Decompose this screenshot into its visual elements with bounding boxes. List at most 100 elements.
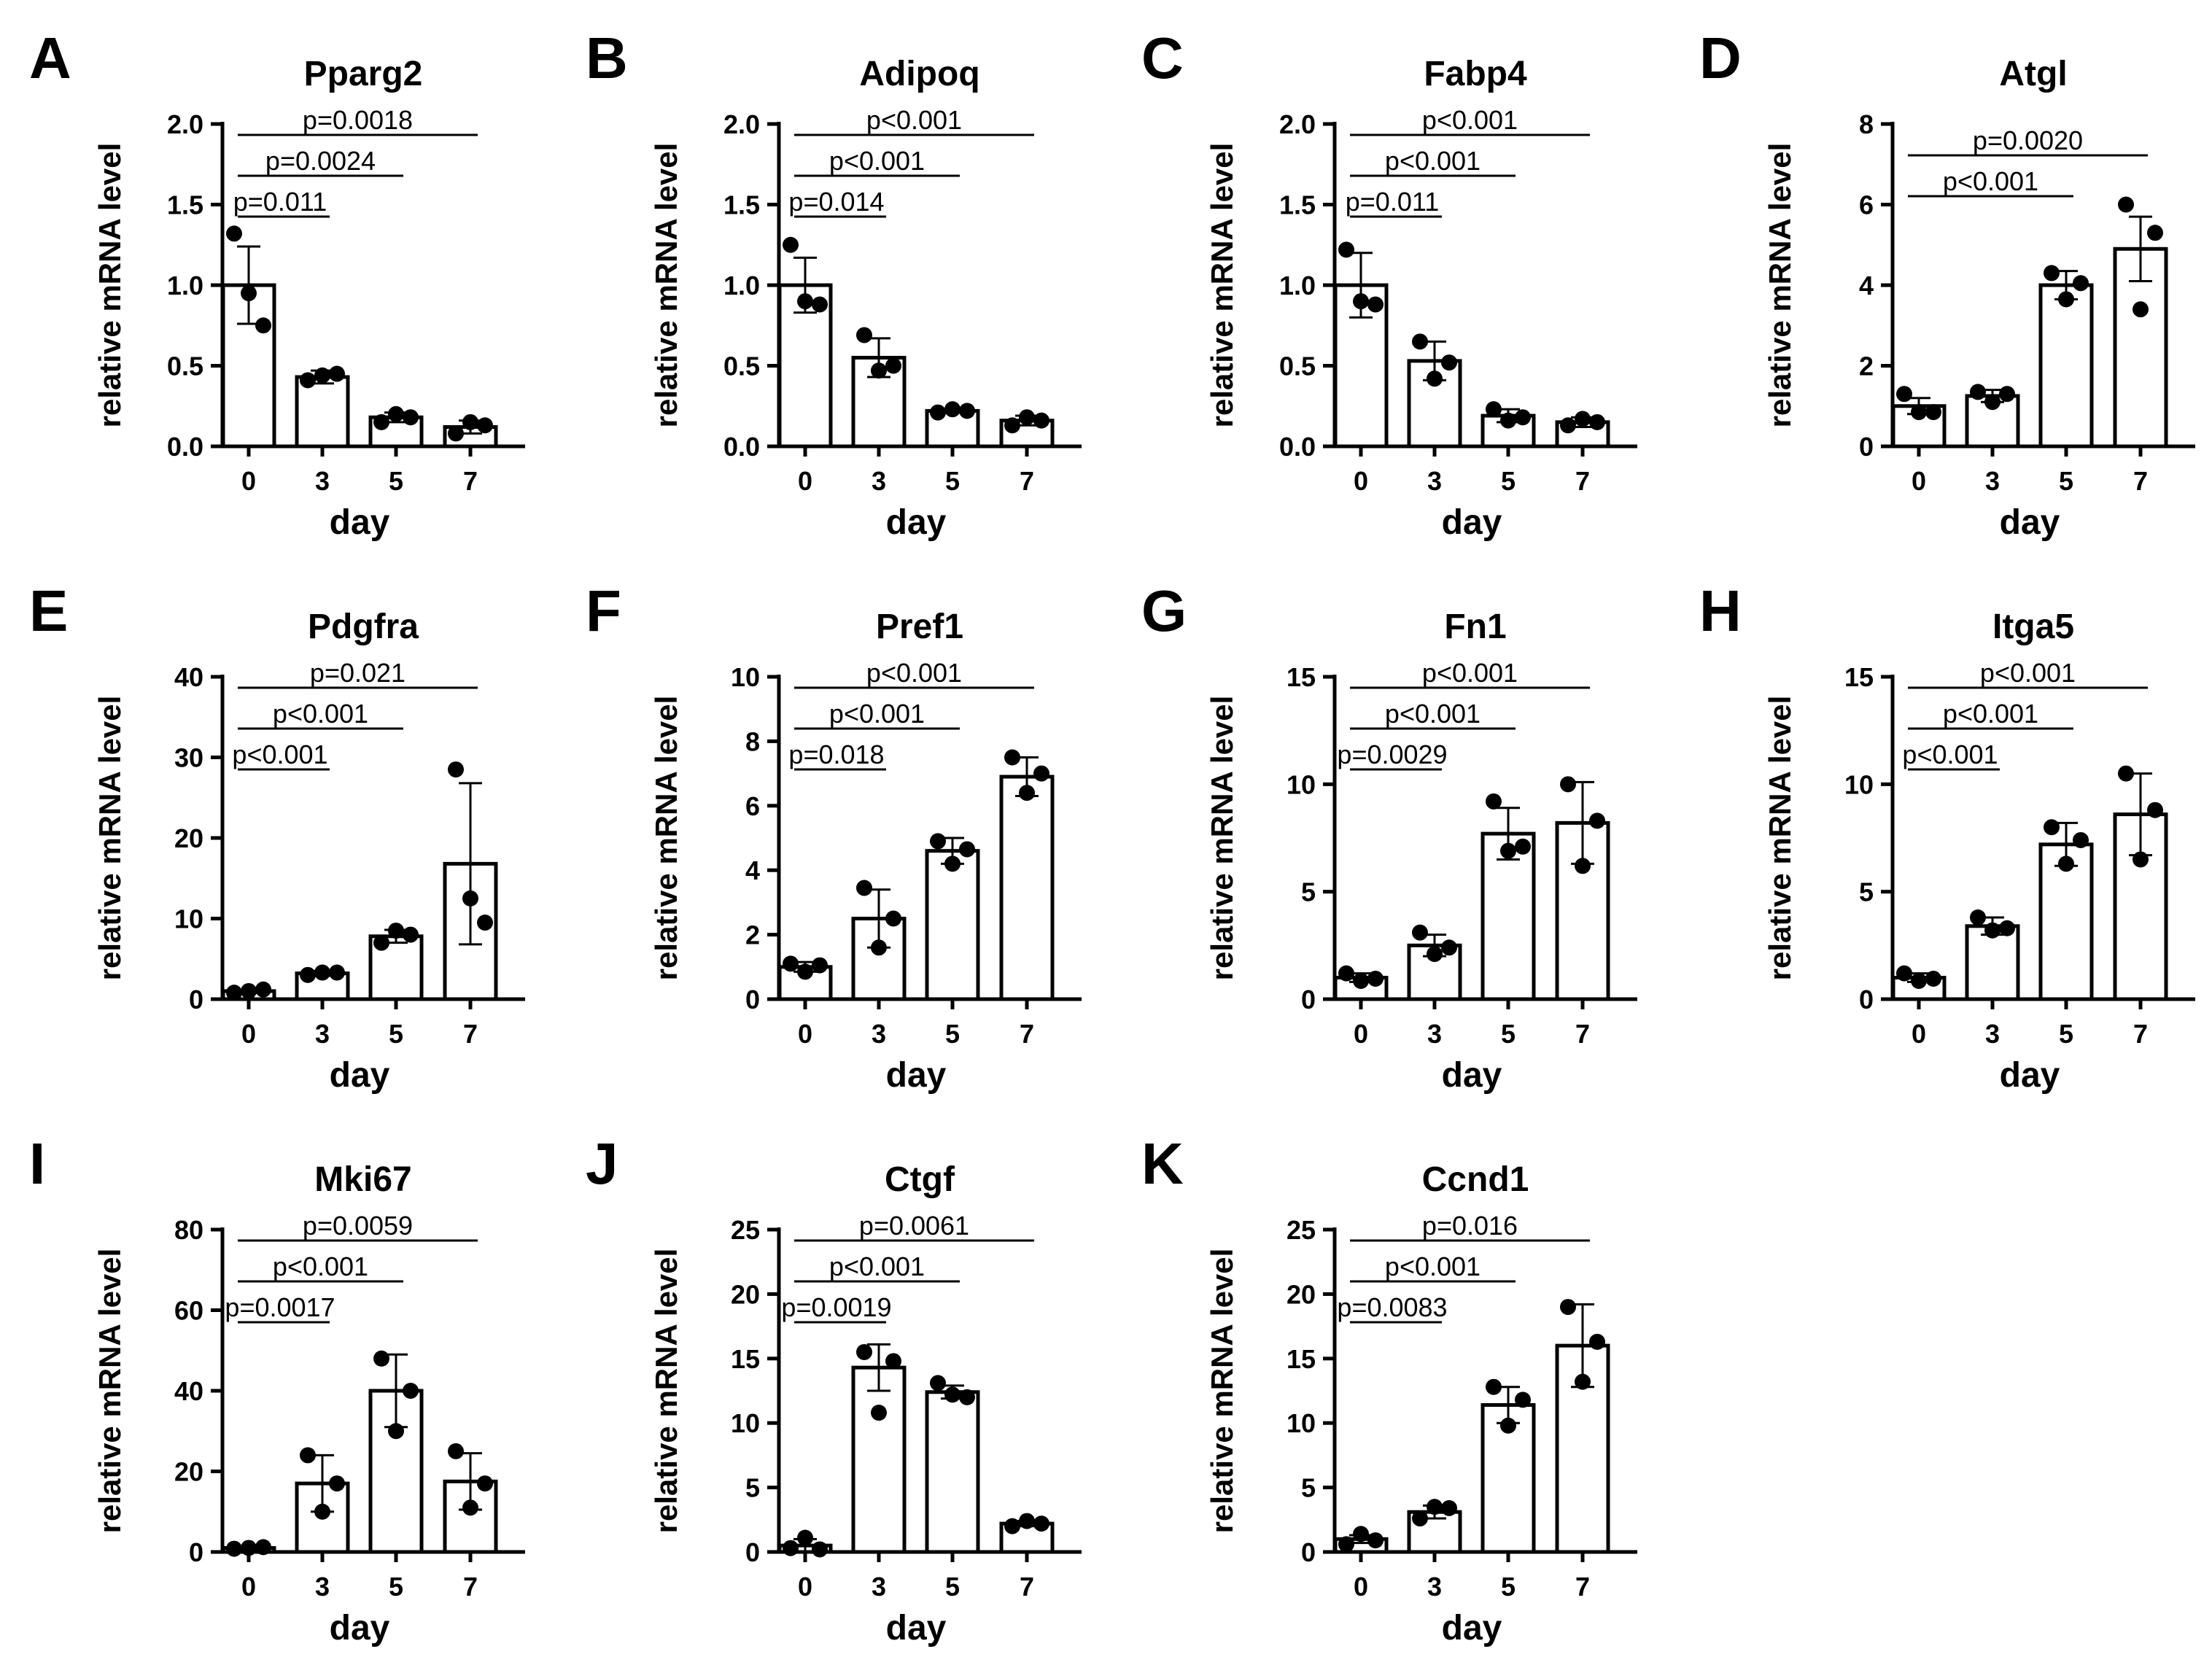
y-tick-label: 0 bbox=[745, 1537, 760, 1567]
data-point bbox=[1911, 404, 1927, 421]
x-tick-label: 0 bbox=[1912, 466, 1926, 496]
x-tick-label: 7 bbox=[1020, 1019, 1034, 1049]
data-point bbox=[930, 1375, 946, 1392]
y-axis-label: relative mRNA level bbox=[1763, 143, 1797, 428]
data-point bbox=[797, 963, 813, 980]
data-point bbox=[885, 910, 901, 927]
y-tick-label: 10 bbox=[731, 1408, 760, 1438]
p-value-label: p<0.001 bbox=[273, 1251, 368, 1281]
bar bbox=[2038, 283, 2094, 449]
x-tick-label: 7 bbox=[2133, 466, 2148, 496]
panel-title: Pdgfra bbox=[308, 608, 419, 646]
data-point bbox=[329, 1475, 345, 1492]
x-tick-label: 0 bbox=[1354, 1572, 1368, 1602]
y-axis-label: relative mRNA level bbox=[93, 143, 127, 428]
data-point bbox=[255, 1539, 271, 1556]
data-point bbox=[944, 855, 961, 872]
p-value-label: p<0.001 bbox=[1980, 658, 2076, 688]
x-tick-label: 3 bbox=[315, 466, 330, 496]
panel-title: Fn1 bbox=[1444, 608, 1506, 646]
data-point bbox=[930, 404, 946, 421]
data-point bbox=[1033, 765, 1049, 782]
x-axis-label: day bbox=[886, 1056, 947, 1095]
y-axis-label: relative mRNA level bbox=[649, 143, 683, 428]
data-point bbox=[462, 890, 478, 907]
data-point bbox=[1896, 965, 1912, 982]
data-point bbox=[314, 964, 330, 981]
x-axis-label: day bbox=[330, 503, 390, 542]
data-point bbox=[1353, 972, 1369, 989]
data-point bbox=[477, 1475, 493, 1492]
y-tick-label: 60 bbox=[174, 1296, 203, 1326]
data-point bbox=[1412, 924, 1428, 941]
data-point bbox=[255, 981, 271, 998]
y-tick-label: 0 bbox=[1859, 985, 1874, 1014]
x-axis-label: day bbox=[1442, 1056, 1502, 1095]
y-tick-label: 10 bbox=[1287, 1408, 1316, 1438]
p-value-label: p=0.0083 bbox=[1337, 1292, 1447, 1322]
bar bbox=[295, 375, 350, 449]
x-tick-label: 0 bbox=[241, 1572, 256, 1602]
data-point bbox=[329, 964, 345, 981]
data-point bbox=[944, 1386, 961, 1403]
data-point bbox=[1412, 1510, 1428, 1527]
y-tick-label: 2.0 bbox=[723, 109, 760, 139]
y-tick-label: 4 bbox=[745, 855, 760, 885]
x-tick-label: 3 bbox=[315, 1572, 330, 1602]
data-point bbox=[448, 425, 464, 442]
data-point bbox=[1589, 1333, 1605, 1350]
y-tick-label: 0 bbox=[189, 985, 203, 1014]
y-tick-label: 0.5 bbox=[167, 352, 203, 381]
y-tick-label: 1.0 bbox=[167, 271, 203, 300]
x-axis-label: day bbox=[2000, 1056, 2060, 1095]
panel-title: Pref1 bbox=[876, 608, 963, 646]
x-tick-label: 7 bbox=[463, 1019, 478, 1049]
data-point bbox=[241, 285, 257, 302]
data-point bbox=[226, 225, 242, 242]
data-point bbox=[2073, 275, 2089, 292]
y-axis-label: relative mRNA level bbox=[649, 1249, 683, 1534]
x-tick-label: 7 bbox=[1020, 466, 1034, 496]
data-point bbox=[1367, 296, 1384, 313]
data-point bbox=[1984, 394, 2000, 411]
p-value-label: p<0.001 bbox=[866, 105, 962, 135]
chart-panel-f: F Pref1 relative mRNA level 0 2 4 6 8 10 0 3 5 7 p=0.… bbox=[586, 578, 1082, 1095]
data-point bbox=[1560, 1299, 1576, 1316]
panel-letter: E bbox=[29, 578, 68, 643]
data-point bbox=[1367, 1532, 1384, 1549]
y-tick-label: 2.0 bbox=[1279, 109, 1316, 139]
panel-letter: F bbox=[586, 578, 621, 643]
data-point bbox=[1441, 354, 1457, 371]
data-point bbox=[1004, 1518, 1020, 1534]
data-point bbox=[930, 833, 946, 850]
data-point bbox=[1441, 1499, 1457, 1516]
x-tick-label: 7 bbox=[463, 1572, 478, 1602]
x-tick-label: 7 bbox=[463, 466, 478, 496]
p-value-label: p=0.016 bbox=[1422, 1211, 1518, 1241]
panel-title: Fabp4 bbox=[1424, 55, 1527, 93]
data-point bbox=[783, 955, 799, 972]
x-axis-label: day bbox=[1442, 503, 1502, 542]
data-point bbox=[1033, 1515, 1049, 1532]
data-point bbox=[944, 401, 961, 418]
data-point bbox=[2133, 851, 2149, 868]
x-tick-label: 3 bbox=[1427, 466, 1442, 496]
bar bbox=[999, 775, 1055, 1001]
data-point bbox=[812, 1541, 828, 1558]
x-tick-label: 3 bbox=[1427, 1572, 1442, 1602]
y-tick-label: 0.0 bbox=[1279, 432, 1316, 462]
data-point bbox=[1019, 1513, 1035, 1529]
data-point bbox=[1500, 1417, 1516, 1434]
y-tick-label: 0 bbox=[1301, 985, 1316, 1014]
y-tick-label: 20 bbox=[1287, 1279, 1316, 1309]
data-point bbox=[1560, 417, 1576, 434]
x-axis-label: day bbox=[330, 1609, 390, 1647]
y-tick-label: 15 bbox=[1287, 662, 1316, 692]
bar bbox=[925, 1390, 980, 1554]
data-point bbox=[1575, 1373, 1591, 1390]
data-point bbox=[1338, 241, 1354, 258]
x-tick-label: 5 bbox=[2059, 1019, 2073, 1049]
panel-letter: D bbox=[1699, 26, 1742, 90]
x-tick-label: 0 bbox=[241, 466, 256, 496]
